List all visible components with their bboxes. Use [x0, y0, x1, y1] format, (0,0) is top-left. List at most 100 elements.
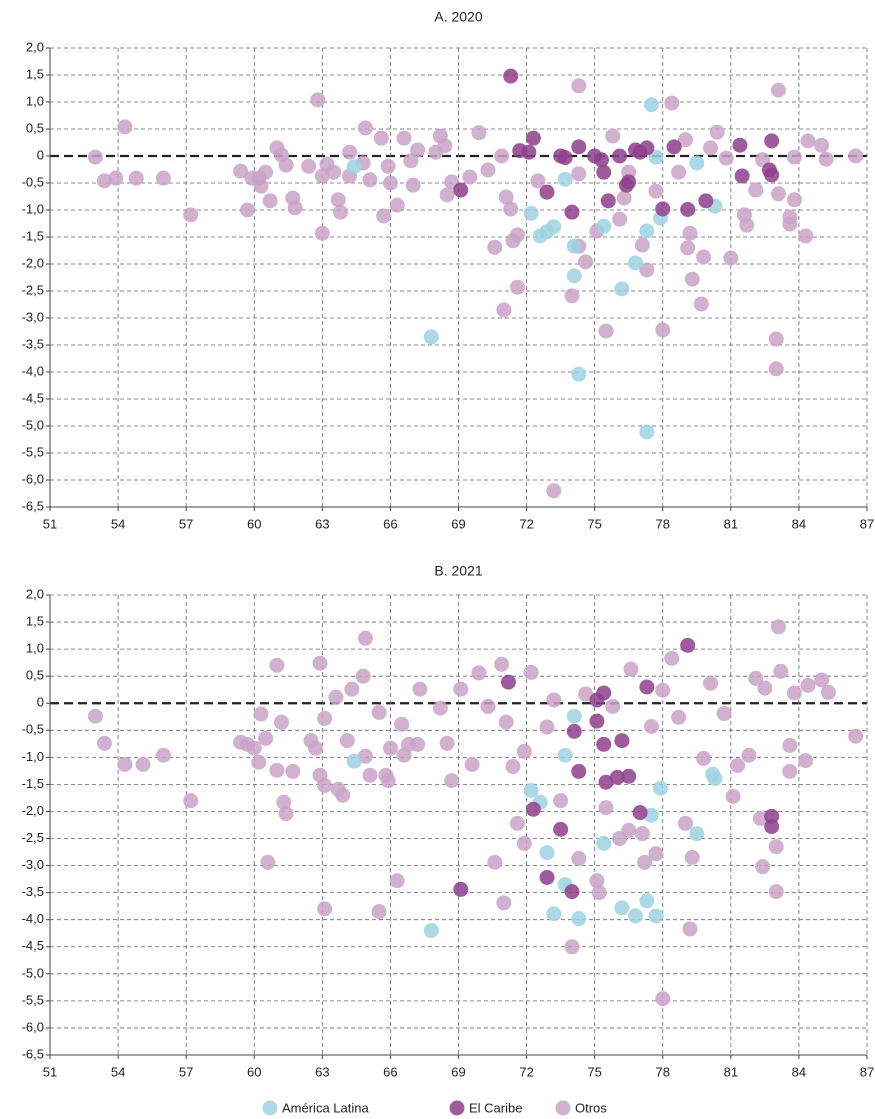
point — [698, 193, 714, 209]
point — [682, 921, 698, 937]
point — [258, 730, 274, 746]
x-tick-label: 57 — [179, 516, 193, 531]
point — [591, 885, 607, 901]
x-tick-label: 66 — [383, 1064, 397, 1079]
point — [696, 249, 712, 265]
point — [539, 719, 555, 735]
y-tick-label: -6,5 — [22, 1046, 44, 1061]
point — [598, 774, 614, 790]
point — [273, 714, 289, 730]
point — [498, 714, 514, 730]
point — [301, 158, 317, 174]
point — [755, 859, 771, 875]
series-1 — [346, 708, 723, 939]
point — [389, 197, 405, 213]
point — [655, 201, 671, 217]
point — [702, 140, 718, 156]
point — [677, 815, 693, 831]
point — [553, 793, 569, 809]
y-tick-label: 0,5 — [26, 668, 44, 683]
point — [269, 762, 285, 778]
point — [848, 148, 864, 164]
y-tick-label: -2,0 — [22, 803, 44, 818]
point — [317, 777, 333, 793]
point — [623, 661, 639, 677]
point — [564, 204, 580, 220]
y-tick-label: 1,5 — [26, 66, 44, 81]
point — [510, 279, 526, 295]
point — [782, 216, 798, 232]
point — [362, 172, 378, 188]
point — [748, 670, 764, 686]
point — [516, 743, 532, 759]
point — [503, 201, 519, 217]
point — [648, 149, 664, 165]
point — [848, 728, 864, 744]
point — [471, 665, 487, 681]
y-tick-label: -0,5 — [22, 174, 44, 189]
point — [614, 900, 630, 916]
point — [596, 164, 612, 180]
x-tick-label: 69 — [451, 516, 465, 531]
point — [155, 170, 171, 186]
point — [480, 698, 496, 714]
point — [355, 668, 371, 684]
x-tick-label: 63 — [315, 516, 329, 531]
point — [677, 132, 693, 148]
point — [571, 763, 587, 779]
point — [432, 700, 448, 716]
point — [605, 698, 621, 714]
point — [770, 82, 786, 98]
point — [596, 218, 612, 234]
point — [410, 736, 426, 752]
point — [380, 773, 396, 789]
y-tick-label: -4,5 — [22, 390, 44, 405]
point — [768, 839, 784, 855]
x-tick-label: 60 — [247, 1064, 261, 1079]
x-tick-label: 54 — [111, 516, 125, 531]
point — [155, 747, 171, 763]
y-tick-label: -4,0 — [22, 363, 44, 378]
point — [523, 664, 539, 680]
point — [748, 182, 764, 198]
point — [335, 787, 351, 803]
y-tick-label: -5,0 — [22, 965, 44, 980]
point — [564, 939, 580, 955]
point — [814, 137, 830, 153]
point — [453, 681, 469, 697]
point — [566, 708, 582, 724]
point — [357, 120, 373, 136]
series-2 — [453, 637, 780, 900]
point — [723, 250, 739, 266]
point — [317, 901, 333, 917]
point — [539, 184, 555, 200]
point — [684, 271, 700, 287]
x-tick-label: 57 — [179, 1064, 193, 1079]
point — [510, 815, 526, 831]
point — [516, 835, 532, 851]
point — [666, 139, 682, 155]
x-tick-label: 78 — [656, 516, 670, 531]
point — [621, 822, 637, 838]
x-tick-label: 81 — [724, 1064, 738, 1079]
point — [671, 164, 687, 180]
legend-marker — [262, 1100, 278, 1116]
point — [539, 869, 555, 885]
point — [621, 768, 637, 784]
point — [330, 192, 346, 208]
point — [639, 893, 655, 909]
point — [648, 846, 664, 862]
point — [494, 148, 510, 164]
point — [716, 706, 732, 722]
point — [183, 207, 199, 223]
point — [589, 713, 605, 729]
point — [598, 800, 614, 816]
point — [357, 630, 373, 646]
point — [453, 881, 469, 897]
y-tick-label: 1,0 — [26, 93, 44, 108]
point — [523, 205, 539, 221]
point — [655, 991, 671, 1007]
point — [689, 826, 705, 842]
y-tick-label: 1,5 — [26, 613, 44, 628]
